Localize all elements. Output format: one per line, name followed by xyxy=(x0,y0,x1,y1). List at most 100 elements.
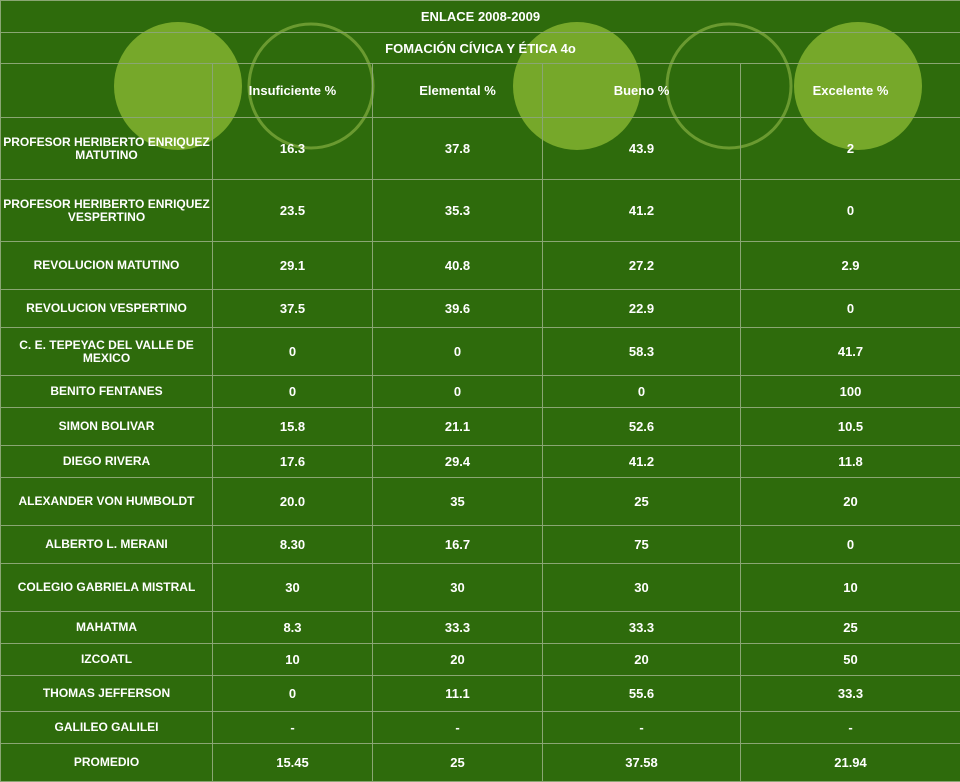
school-name-cell: IZCOATL xyxy=(1,644,213,676)
school-name-cell: SIMON BOLIVAR xyxy=(1,408,213,446)
bueno-cell: 25 xyxy=(543,478,741,526)
insuficiente-cell: 8.3 xyxy=(213,612,373,644)
bueno-cell: 52.6 xyxy=(543,408,741,446)
elemental-cell: 0 xyxy=(373,328,543,376)
insuficiente-cell: 15.8 xyxy=(213,408,373,446)
excelente-cell: - xyxy=(741,712,960,744)
excelente-cell: 0 xyxy=(741,526,960,564)
excelente-cell: 41.7 xyxy=(741,328,960,376)
excelente-cell: 0 xyxy=(741,180,960,242)
insuficiente-cell: 0 xyxy=(213,676,373,712)
school-name-cell: PROMEDIO xyxy=(1,744,213,782)
elemental-cell: 0 xyxy=(373,376,543,408)
elemental-cell: 35 xyxy=(373,478,543,526)
insuficiente-cell: 30 xyxy=(213,564,373,612)
excelente-cell: 25 xyxy=(741,612,960,644)
elemental-cell: 25 xyxy=(373,744,543,782)
school-name-cell: GALILEO GALILEI xyxy=(1,712,213,744)
table-title: ENLACE 2008-2009 xyxy=(1,1,960,33)
school-name-cell: ALBERTO L. MERANI xyxy=(1,526,213,564)
elemental-cell: 39.6 xyxy=(373,290,543,328)
insuficiente-cell: 37.5 xyxy=(213,290,373,328)
header-insuficiente: Insuficiente % xyxy=(213,64,373,118)
header-bueno: Bueno % xyxy=(543,64,741,118)
elemental-cell: - xyxy=(373,712,543,744)
insuficiente-cell: 0 xyxy=(213,328,373,376)
elemental-cell: 30 xyxy=(373,564,543,612)
insuficiente-cell: 0 xyxy=(213,376,373,408)
elemental-cell: 37.8 xyxy=(373,118,543,180)
subtitle-row: FOMACIÓN CÍVICA Y ÉTICA 4o xyxy=(1,33,960,64)
elemental-cell: 21.1 xyxy=(373,408,543,446)
insuficiente-cell: - xyxy=(213,712,373,744)
header-elemental: Elemental % xyxy=(373,64,543,118)
school-name-cell: COLEGIO GABRIELA MISTRAL xyxy=(1,564,213,612)
bueno-cell: 0 xyxy=(543,376,741,408)
school-name-cell: ALEXANDER VON HUMBOLDT xyxy=(1,478,213,526)
bueno-cell: 27.2 xyxy=(543,242,741,290)
excelente-cell: 10 xyxy=(741,564,960,612)
header-row: Insuficiente % Elemental % Bueno % Excel… xyxy=(1,64,960,118)
excelente-cell: 2.9 xyxy=(741,242,960,290)
insuficiente-cell: 10 xyxy=(213,644,373,676)
excelente-cell: 0 xyxy=(741,290,960,328)
bueno-cell: 41.2 xyxy=(543,180,741,242)
bueno-cell: 75 xyxy=(543,526,741,564)
elemental-cell: 20 xyxy=(373,644,543,676)
bueno-cell: 43.9 xyxy=(543,118,741,180)
excelente-cell: 100 xyxy=(741,376,960,408)
insuficiente-cell: 16.3 xyxy=(213,118,373,180)
school-name-cell: PROFESOR HERIBERTO ENRIQUEZ VESPERTINO xyxy=(1,180,213,242)
header-empty-cell xyxy=(1,64,213,118)
excelente-cell: 2 xyxy=(741,118,960,180)
elemental-cell: 29.4 xyxy=(373,446,543,478)
elemental-cell: 40.8 xyxy=(373,242,543,290)
school-name-cell: THOMAS JEFFERSON xyxy=(1,676,213,712)
insuficiente-cell: 8.30 xyxy=(213,526,373,564)
bueno-cell: 37.58 xyxy=(543,744,741,782)
school-name-cell: REVOLUCION MATUTINO xyxy=(1,242,213,290)
insuficiente-cell: 17.6 xyxy=(213,446,373,478)
insuficiente-cell: 15.45 xyxy=(213,744,373,782)
bueno-cell: 33.3 xyxy=(543,612,741,644)
table-subtitle: FOMACIÓN CÍVICA Y ÉTICA 4o xyxy=(1,33,960,64)
header-excelente: Excelente % xyxy=(741,64,960,118)
excelente-cell: 20 xyxy=(741,478,960,526)
excelente-cell: 21.94 xyxy=(741,744,960,782)
bueno-cell: - xyxy=(543,712,741,744)
excelente-cell: 50 xyxy=(741,644,960,676)
elemental-cell: 11.1 xyxy=(373,676,543,712)
school-name-cell: REVOLUCION VESPERTINO xyxy=(1,290,213,328)
bueno-cell: 41.2 xyxy=(543,446,741,478)
school-name-cell: MAHATMA xyxy=(1,612,213,644)
bueno-cell: 22.9 xyxy=(543,290,741,328)
elemental-cell: 16.7 xyxy=(373,526,543,564)
insuficiente-cell: 20.0 xyxy=(213,478,373,526)
bueno-cell: 55.6 xyxy=(543,676,741,712)
excelente-cell: 10.5 xyxy=(741,408,960,446)
insuficiente-cell: 23.5 xyxy=(213,180,373,242)
bueno-cell: 20 xyxy=(543,644,741,676)
elemental-cell: 35.3 xyxy=(373,180,543,242)
table-row: GALILEO GALILEI---- xyxy=(1,712,960,744)
bueno-cell: 30 xyxy=(543,564,741,612)
title-row: ENLACE 2008-2009 xyxy=(1,1,960,33)
school-name-cell: DIEGO RIVERA xyxy=(1,446,213,478)
school-name-cell: PROFESOR HERIBERTO ENRIQUEZ MATUTINO xyxy=(1,118,213,180)
excelente-cell: 11.8 xyxy=(741,446,960,478)
